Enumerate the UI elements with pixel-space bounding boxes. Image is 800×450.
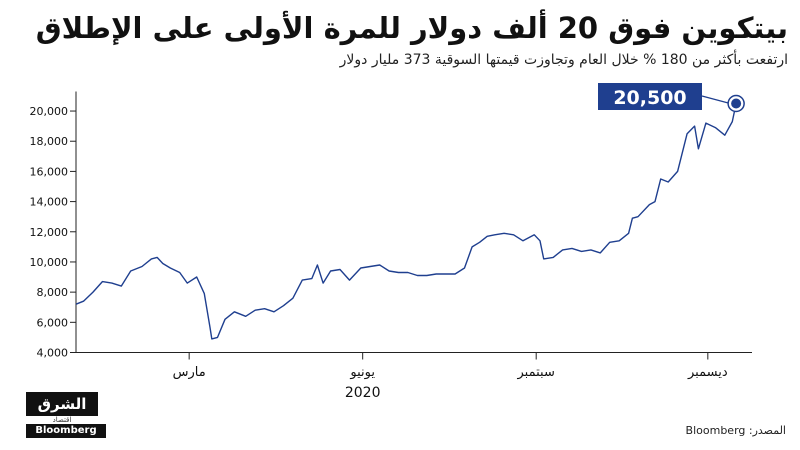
y-tick-label: 12,000 [30,226,69,239]
price-annotation: 20,500 [598,83,745,113]
y-axis: 4,000 6,000 8,000 10,000 12,000 14,000 16,000 1… [30,91,77,360]
y-tick-label: 6,000 [37,316,69,329]
annotation-label: 20,500 [613,87,686,109]
annotation-leader [701,95,731,105]
price-line [75,103,737,340]
y-tick-label: 18,000 [30,135,69,148]
logo-bloomberg: Bloomberg [26,424,106,438]
source-note: المصدر: Bloomberg [685,424,786,437]
y-tick-label: 14,000 [30,196,69,209]
annotation-marker-dot [731,98,742,109]
y-tick-label: 8,000 [37,286,69,299]
chart-title: بيتكوين فوق 20 ألف دولار للمرة الأولى عل… [35,11,788,45]
x-axis-year-label: 2020 [345,385,381,401]
chart-subtitle: ارتفعت بأكثر من 180 % خلال العام وتجاوزت… [339,52,788,68]
y-tick-label: 10,000 [30,256,69,269]
x-tick-label: سبتمبر [517,365,555,380]
annotation-label-box [598,83,702,110]
logo-sub: اقتصاد [52,416,72,424]
x-tick-label: مارس [173,365,206,380]
y-tick-label: 20,000 [30,105,69,118]
x-tick-label: يونيو [349,365,375,380]
y-tick-label: 16,000 [30,165,69,178]
x-axis: مارس يونيو سبتمبر ديسمبر 2020 [76,352,752,401]
asharq-bloomberg-logo: الشرق اقتصاد Bloomberg [26,392,106,438]
y-tick-label: 4,000 [37,347,69,360]
x-tick-label: ديسمبر [687,365,728,380]
logo-name: الشرق [26,392,98,416]
